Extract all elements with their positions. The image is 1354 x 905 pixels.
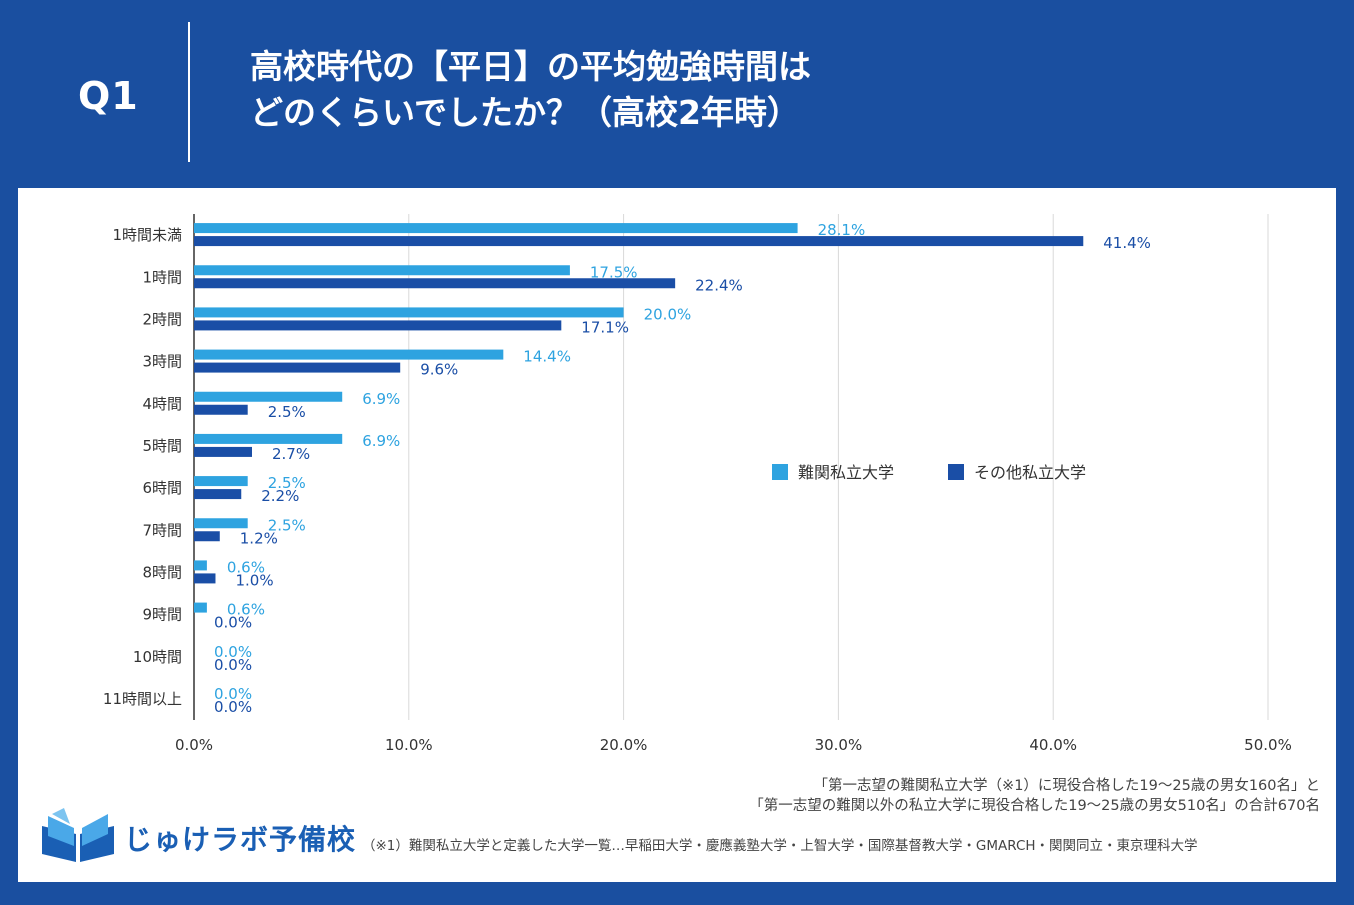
note-line-2: 「第一志望の難関以外の私立大学に現役合格した19～25歳の男女510名」の合計6… xyxy=(749,798,1320,814)
data-label: 0.0% xyxy=(214,643,252,661)
data-label: 1.2% xyxy=(240,529,278,547)
category-label: 1時間 xyxy=(142,268,182,286)
bar-other xyxy=(194,489,242,500)
x-tick-label: 30.0% xyxy=(815,736,863,754)
data-label: 28.1% xyxy=(818,221,866,239)
bar-nankan xyxy=(194,518,248,529)
bar-other xyxy=(194,446,252,457)
x-tick-label: 0.0% xyxy=(175,736,213,754)
x-tick-label: 40.0% xyxy=(1029,736,1077,754)
category-label: 9時間 xyxy=(142,606,182,624)
bar-other xyxy=(194,573,216,584)
data-label: 6.9% xyxy=(362,390,400,408)
data-label: 20.0% xyxy=(644,305,692,323)
data-label: 2.2% xyxy=(261,487,299,505)
category-label: 5時間 xyxy=(142,437,182,455)
legend-swatch xyxy=(948,464,964,480)
category-label: 11時間以上 xyxy=(103,690,182,708)
data-label: 2.5% xyxy=(268,516,306,534)
book-icon xyxy=(42,808,114,862)
category-label: 8時間 xyxy=(142,563,182,581)
header-divider xyxy=(188,22,190,162)
survey-notes: 「第一志望の難関私立大学（※1）に現役合格した19～25歳の男女160名」と 「… xyxy=(749,776,1320,816)
bar-other xyxy=(194,236,1084,247)
data-label: 0.0% xyxy=(214,656,252,674)
bar-nankan xyxy=(194,223,798,234)
x-tick-label: 10.0% xyxy=(385,736,433,754)
legend-label: その他私立大学 xyxy=(974,463,1086,482)
note-line-1: 「第一志望の難関私立大学（※1）に現役合格した19～25歳の男女160名」と xyxy=(813,778,1320,794)
bar-other xyxy=(194,320,562,331)
bar-nankan xyxy=(194,391,343,402)
bar-nankan xyxy=(194,349,504,360)
x-tick-label: 50.0% xyxy=(1244,736,1292,754)
category-label: 4時間 xyxy=(142,395,182,413)
legend-swatch xyxy=(772,464,788,480)
bar-nankan xyxy=(194,560,207,571)
data-label: 0.6% xyxy=(227,601,265,619)
category-label: 10時間 xyxy=(133,648,182,666)
data-label: 1.0% xyxy=(235,571,273,589)
legend-label: 難関私立大学 xyxy=(798,463,894,482)
data-label: 41.4% xyxy=(1103,234,1151,252)
bar-other xyxy=(194,531,220,542)
bar-other xyxy=(194,278,676,289)
logo: じゅけラボ予備校 xyxy=(38,806,358,866)
bar-nankan xyxy=(194,265,570,276)
data-label: 0.0% xyxy=(214,698,252,716)
data-label: 2.5% xyxy=(268,403,306,421)
data-label: 22.4% xyxy=(695,276,743,294)
footnote: （※1）難関私立大学と定義した大学一覧…早稲田大学・慶應義塾大学・上智大学・国際… xyxy=(362,838,1198,854)
data-label: 0.0% xyxy=(214,685,252,703)
data-label: 2.5% xyxy=(268,474,306,492)
data-label: 0.6% xyxy=(227,558,265,576)
bar-other xyxy=(194,362,401,373)
header: Q1 高校時代の【平日】の平均勉強時間は どのくらいでしたか？（高校2年時） xyxy=(0,0,1354,188)
title-line-1: 高校時代の【平日】の平均勉強時間は xyxy=(250,47,811,86)
x-tick-label: 20.0% xyxy=(600,736,648,754)
data-label: 6.9% xyxy=(362,432,400,450)
category-label: 6時間 xyxy=(142,479,182,497)
data-label: 9.6% xyxy=(420,361,458,379)
data-label: 2.7% xyxy=(272,445,310,463)
data-label: 14.4% xyxy=(523,348,571,366)
bar-nankan xyxy=(194,602,207,613)
category-label: 3時間 xyxy=(142,353,182,371)
data-label: 17.1% xyxy=(581,318,629,336)
title-line-2: どのくらいでしたか？（高校2年時） xyxy=(250,93,800,132)
question-number: Q1 xyxy=(78,74,139,118)
category-label: 7時間 xyxy=(142,521,182,539)
bar-nankan xyxy=(194,476,248,487)
bar-nankan xyxy=(194,433,343,444)
category-label: 2時間 xyxy=(142,310,182,328)
bar-other xyxy=(194,404,248,415)
data-label: 0.0% xyxy=(214,614,252,632)
bar-nankan xyxy=(194,307,624,318)
page-title: 高校時代の【平日】の平均勉強時間は どのくらいでしたか？（高校2年時） xyxy=(250,44,811,136)
logo-text: じゅけラボ予備校 xyxy=(124,823,357,856)
category-label: 1時間未満 xyxy=(112,226,182,244)
data-label: 17.5% xyxy=(590,263,638,281)
bar-chart: 0.0% 10.0% 20.0% 30.0% 40.0% 50.0% 1時間未満 28.1% 4… xyxy=(103,214,1292,754)
chart-panel: 0.0% 10.0% 20.0% 30.0% 40.0% 50.0% 1時間未満 28.1% 4… xyxy=(18,188,1336,882)
